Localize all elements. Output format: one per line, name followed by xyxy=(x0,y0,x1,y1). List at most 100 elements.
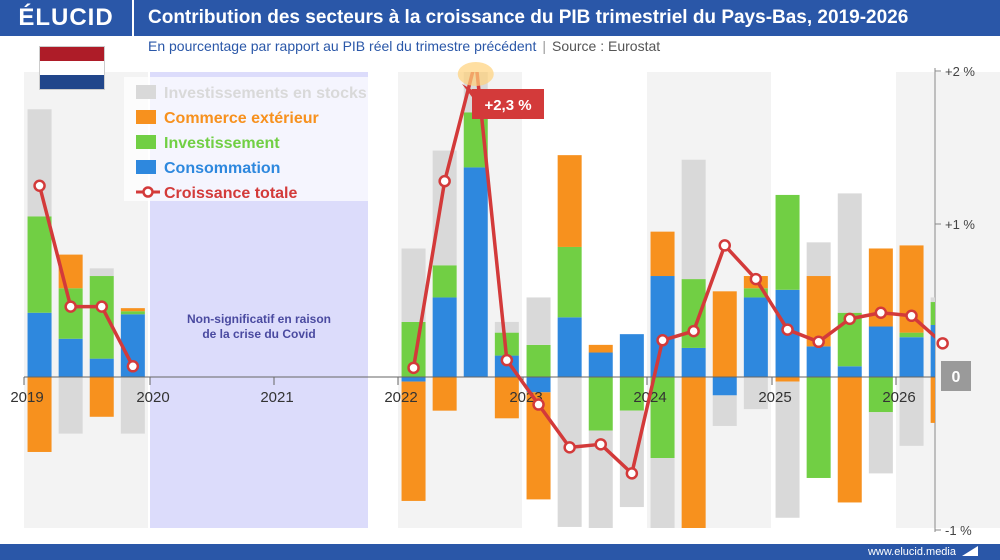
total-point-7 xyxy=(500,353,514,367)
bar-commerce-ext-rieur-13 xyxy=(681,377,706,528)
bar-investissement-9 xyxy=(557,246,582,318)
flag-stripe-blue xyxy=(40,75,104,89)
total-line-2019 xyxy=(37,185,135,368)
bar-consommation-12 xyxy=(650,276,675,377)
legend-label-0: Investissements en stocks xyxy=(164,85,367,102)
legend-label-3: Consommation xyxy=(164,160,280,177)
bar-investissements-en-stocks-13 xyxy=(681,159,706,280)
total-point-10 xyxy=(594,438,607,451)
bar-investissement-2 xyxy=(89,276,114,359)
bar-investissement-12 xyxy=(650,377,675,459)
bar-commerce-ext-rieur-12 xyxy=(650,231,675,277)
bar-consommation-13 xyxy=(681,347,706,377)
legend-swatch-1 xyxy=(136,110,156,124)
x-label-2021: 2021 xyxy=(260,389,293,406)
y-tick-label: +1 % xyxy=(945,217,975,232)
flag-stripe-white xyxy=(40,61,104,75)
total-point-19 xyxy=(874,306,888,319)
bar-commerce-ext-rieur-3 xyxy=(120,308,145,312)
bar-investissement-0 xyxy=(27,216,52,313)
site-link[interactable]: www.elucid.media xyxy=(867,546,956,558)
bar-investissements-en-stocks-3 xyxy=(120,377,145,434)
x-label-2026: 2026 xyxy=(882,389,915,406)
brand-logo[interactable]: ÉLUCID xyxy=(0,0,134,36)
bar-investissements-en-stocks-8 xyxy=(526,297,551,345)
bar-consommation-6 xyxy=(463,167,488,377)
bar-investissements-en-stocks-11 xyxy=(619,410,644,508)
legend-label-2: Investissement xyxy=(164,135,280,152)
bar-investissements-en-stocks-15 xyxy=(743,377,768,410)
bar-investissement-16 xyxy=(775,194,800,290)
bar-investissement-1 xyxy=(58,288,83,339)
bar-consommation-11 xyxy=(619,334,644,377)
total-point-17 xyxy=(812,335,825,349)
bar-investissements-en-stocks-18 xyxy=(837,193,862,313)
netherlands-flag-icon xyxy=(40,47,104,89)
bar-consommation-20 xyxy=(899,337,924,377)
bar-consommation-0 xyxy=(27,312,52,377)
x-label-2025: 2025 xyxy=(758,389,791,406)
bar-commerce-ext-rieur-7 xyxy=(494,377,519,419)
total-point-21 xyxy=(936,337,949,350)
legend-swatch-0 xyxy=(136,85,156,99)
bar-investissement-13 xyxy=(681,279,706,348)
zero-badge xyxy=(941,361,971,391)
bar-investissements-en-stocks-14 xyxy=(712,395,737,426)
zero-badge-label: 0 xyxy=(952,369,961,386)
total-point-5 xyxy=(438,174,451,188)
bar-investissement-15 xyxy=(743,288,768,298)
elucid-corner-icon xyxy=(962,546,978,556)
bar-investissements-en-stocks-1 xyxy=(58,377,83,434)
total-point-3 xyxy=(126,360,140,373)
bar-commerce-ext-rieur-10 xyxy=(588,344,613,353)
x-label-2022: 2022 xyxy=(384,389,417,406)
bar-commerce-ext-rieur-16 xyxy=(775,377,800,382)
flag-stripe-red xyxy=(40,47,104,61)
bar-consommation-8 xyxy=(526,377,551,393)
total-point-15 xyxy=(749,272,763,286)
bar-investissement-8 xyxy=(526,344,551,377)
footer-bar xyxy=(0,544,1000,560)
bar-investissements-en-stocks-2 xyxy=(89,268,114,277)
bar-commerce-ext-rieur-5 xyxy=(432,377,457,411)
total-point-18 xyxy=(843,312,856,326)
bar-commerce-ext-rieur-2 xyxy=(89,377,114,417)
chart-title: Contribution des secteurs à la croissanc… xyxy=(148,7,909,28)
legend-point-swatch xyxy=(142,186,154,198)
bar-consommation-15 xyxy=(743,297,768,377)
bar-investissement-17 xyxy=(806,377,831,478)
legend-box xyxy=(124,77,370,201)
bar-investissement-11 xyxy=(619,377,644,411)
y-tick-label: +2 % xyxy=(945,64,975,79)
bar-commerce-ext-rieur-0 xyxy=(27,377,52,452)
bar-investissement-3 xyxy=(120,311,145,315)
peak-label: +2,3 % xyxy=(484,97,531,114)
legend-swatch-2 xyxy=(136,135,156,149)
bar-commerce-ext-rieur-4 xyxy=(401,381,426,501)
covid-note-line1: Non-significatif en raison xyxy=(187,312,331,326)
bar-investissements-en-stocks-12 xyxy=(650,458,675,528)
x-label-2019: 2019 xyxy=(10,389,43,406)
bar-investissements-en-stocks-5 xyxy=(432,150,457,266)
total-point-12 xyxy=(656,334,669,347)
peak-label-pointer xyxy=(462,84,476,97)
legend-label-4: Croissance totale xyxy=(164,185,297,202)
bar-commerce-ext-rieur-9 xyxy=(557,155,582,247)
bar-investissements-en-stocks-0 xyxy=(27,109,52,217)
bar-commerce-ext-rieur-21 xyxy=(930,377,935,423)
title-bar xyxy=(0,0,1000,36)
subtitle-separator: | xyxy=(542,38,546,54)
x-label-2020: 2020 xyxy=(136,389,169,406)
y-tick-label: -1 % xyxy=(945,523,972,538)
bar-commerce-ext-rieur-18 xyxy=(837,377,862,503)
total-point-13 xyxy=(687,324,700,338)
total-point-4 xyxy=(407,361,420,375)
total-point-2 xyxy=(95,300,108,313)
bar-consommation-18 xyxy=(837,366,862,377)
bar-consommation-17 xyxy=(806,346,831,377)
bar-consommation-9 xyxy=(557,317,582,377)
peak-label-box xyxy=(472,89,544,119)
legend-label-1: Commerce extérieur xyxy=(164,110,319,127)
